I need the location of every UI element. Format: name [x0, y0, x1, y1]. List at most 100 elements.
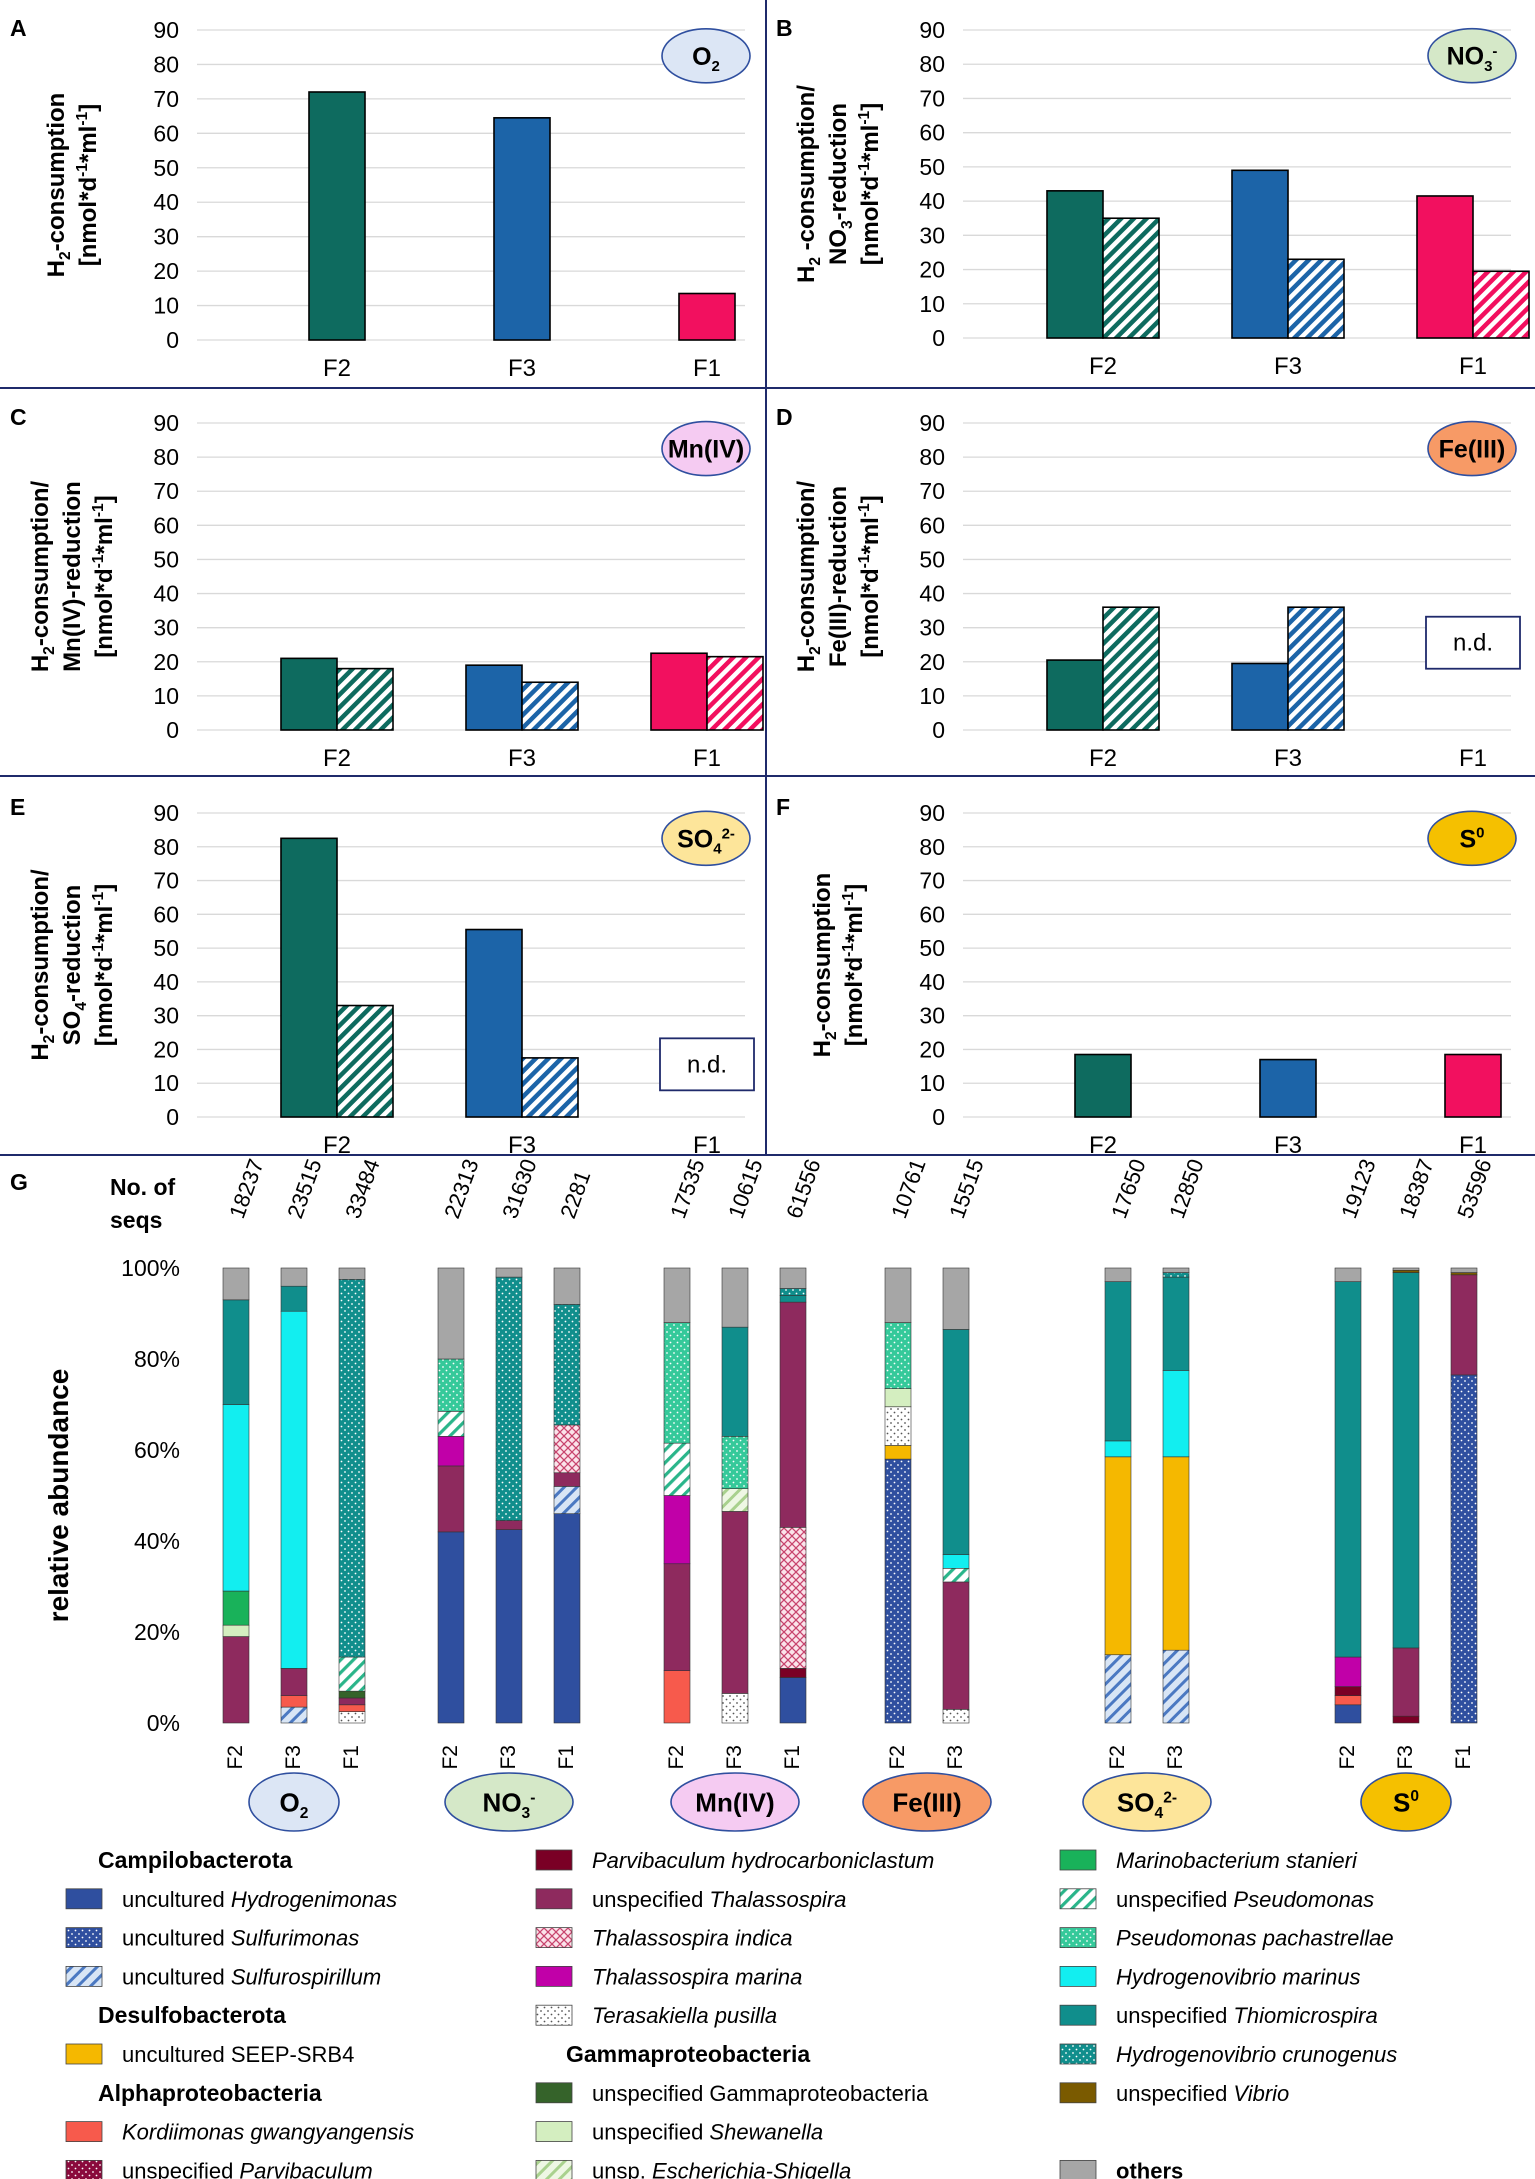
condition-badge: S0: [1427, 810, 1517, 867]
stack-segment-thala_mar: [1334, 1656, 1362, 1687]
condition-badge: Mn(IV): [670, 1772, 800, 1832]
y-tick-label: 0: [166, 327, 179, 353]
y-axis-label: [nmol*d-1​*ml-1​]: [840, 884, 868, 1046]
bar-panels: A0102030405060708090H2​-consumption[nmol…: [10, 15, 1530, 1159]
panel-label: F: [776, 794, 790, 820]
y-tick-label: 40: [153, 581, 179, 607]
panel-label: C: [10, 404, 27, 430]
badge-ellipse: [661, 420, 751, 477]
badge-main: S: [1393, 1787, 1410, 1817]
badge-text: Mn(IV): [695, 1787, 774, 1817]
panel-label: E: [10, 794, 25, 820]
axis-label-part: *ml: [75, 126, 102, 163]
y-tick-label: 0%: [147, 1710, 180, 1736]
axis-label-part: ]: [857, 495, 884, 503]
group-s0: 19123 F2 18387 F3 53596 F1 S0: [1334, 1156, 1497, 1832]
y-tick-label: 60: [919, 512, 945, 538]
legend-label-italic: Kordiimonas gwangyangensis: [122, 2120, 414, 2145]
y-tick-label: 20: [153, 649, 179, 675]
legend-swatch-parvi_hydro: [535, 1849, 573, 1871]
y-tick-label: 20: [919, 1036, 945, 1062]
stack-segment-thala_unsp: [553, 1472, 581, 1487]
x-tick-label: F3: [944, 1745, 967, 1770]
condition-badge: Mn(IV): [661, 420, 751, 477]
bar-f1-consumption: [678, 292, 736, 341]
stack-segment-hydro_cru: [338, 1279, 366, 1658]
stack-segment-others: [1334, 1267, 1362, 1282]
badge-ellipse: [444, 1772, 574, 1832]
axis-label-part: Mn(IV)-reduction: [59, 481, 86, 672]
axis-label-part: [nmol*d: [857, 568, 884, 657]
legend-label: uncultured Hydrogenimonas: [122, 1887, 397, 1912]
legend-label-italic: Hydrogenovibrio crunogenus: [1116, 2042, 1397, 2067]
legend-label-italic: Parvibaculum hydrocarboniclastum: [592, 1848, 934, 1873]
stack-segment-others: [1162, 1267, 1190, 1273]
x-tick-label: F1: [693, 355, 721, 382]
bar-f1-reduction: [706, 655, 764, 731]
axis-label-part: H: [809, 1040, 836, 1057]
legend-label-plain: uncultured SEEP-SRB4: [122, 2042, 354, 2067]
axis-label-part: ]: [857, 103, 884, 111]
seq-count: 31630: [497, 1156, 541, 1222]
seqs-label: seqs: [110, 1207, 162, 1233]
stack-segment-others: [222, 1267, 250, 1301]
badge-text: O2: [280, 1787, 309, 1822]
badge-text: S0: [1393, 1787, 1419, 1817]
y-tick-label: 100%: [121, 1255, 180, 1281]
legend-label-italic: Escherichia-Shigella: [652, 2158, 851, 2179]
badge-sub: 2: [300, 1805, 309, 1822]
stack-segment-others: [1104, 1267, 1132, 1282]
legend-label: Kordiimonas gwangyangensis: [122, 2120, 414, 2145]
legend-label-italic: Thalassospira indica: [592, 1926, 793, 1951]
legend-swatch-gamma_unsp: [535, 2082, 573, 2104]
y-tick-label: 30: [153, 224, 179, 250]
stack-segment-shewa: [884, 1388, 912, 1408]
x-tick-label: F2: [323, 1132, 351, 1159]
y-axis-label: H2​ -consumption/: [793, 85, 824, 283]
bar-f1-reduction: [1472, 270, 1530, 339]
stack-segment-thala_ind: [779, 1527, 807, 1669]
panel-d: D 0 10 20 30 40 50 60 70 80 90 H2​-consumption/Fe(I…: [776, 404, 1521, 772]
y-tick-label: 0: [166, 1104, 179, 1130]
axis-label-part: -1: [74, 163, 91, 177]
axis-label-part: NO: [825, 229, 852, 265]
x-tick-label: F3: [1274, 1132, 1302, 1159]
legend-swatch-pseudo_pach: [1059, 1927, 1097, 1948]
stack-segment-others: [779, 1267, 807, 1289]
seq-count: 22313: [439, 1156, 483, 1222]
y-tick-label: 90: [153, 800, 179, 826]
bar-f2-consumption: [1046, 659, 1104, 731]
stack-segment-others: [1392, 1267, 1420, 1271]
condition-badge: O2: [248, 1772, 340, 1832]
badge-ellipse: [1360, 1772, 1452, 1832]
y-axis-label: [nmol*d-1​*ml-1​]: [856, 103, 884, 265]
badge-text: SO42-: [1117, 1787, 1177, 1822]
y-tick-label: 50: [919, 935, 945, 961]
stack-segment-others: [942, 1267, 970, 1330]
stack-segment-kordi: [663, 1670, 691, 1724]
stack-segment-pseudo_pach: [663, 1322, 691, 1444]
axis-label-part: 2: [807, 257, 824, 266]
stack-segment-sulfuri: [1450, 1374, 1478, 1724]
legend-label: unspecified Thalassospira: [592, 1887, 846, 1912]
x-tick-label: F2: [224, 1745, 247, 1770]
legend-label-italic: Vibrio: [1233, 2081, 1289, 2106]
stack-segment-thiomi: [779, 1295, 807, 1303]
y-tick-label: 60: [153, 512, 179, 538]
stack-segment-thiomi: [721, 1326, 749, 1437]
x-tick-label: F2: [439, 1745, 462, 1770]
bar-f3-consumption: [1231, 169, 1289, 339]
badge-ellipse: [862, 1772, 992, 1832]
stack-segment-thala_unsp: [1392, 1647, 1420, 1717]
nd-label: n.d.: [1453, 630, 1493, 657]
stack-segment-parvi_hydro: [779, 1668, 807, 1678]
badge-sup: 0: [1410, 1788, 1419, 1805]
axis-label-part: 2: [57, 251, 74, 260]
stack-segment-sulfuri: [884, 1458, 912, 1724]
y-tick-label: 30: [153, 1003, 179, 1029]
y-tick-label: 30: [919, 1003, 945, 1029]
stack-segment-kordi: [280, 1695, 308, 1708]
x-tick-label: F1: [1459, 353, 1487, 380]
badge-ellipse: [661, 28, 751, 84]
stack-segment-others: [338, 1267, 366, 1280]
